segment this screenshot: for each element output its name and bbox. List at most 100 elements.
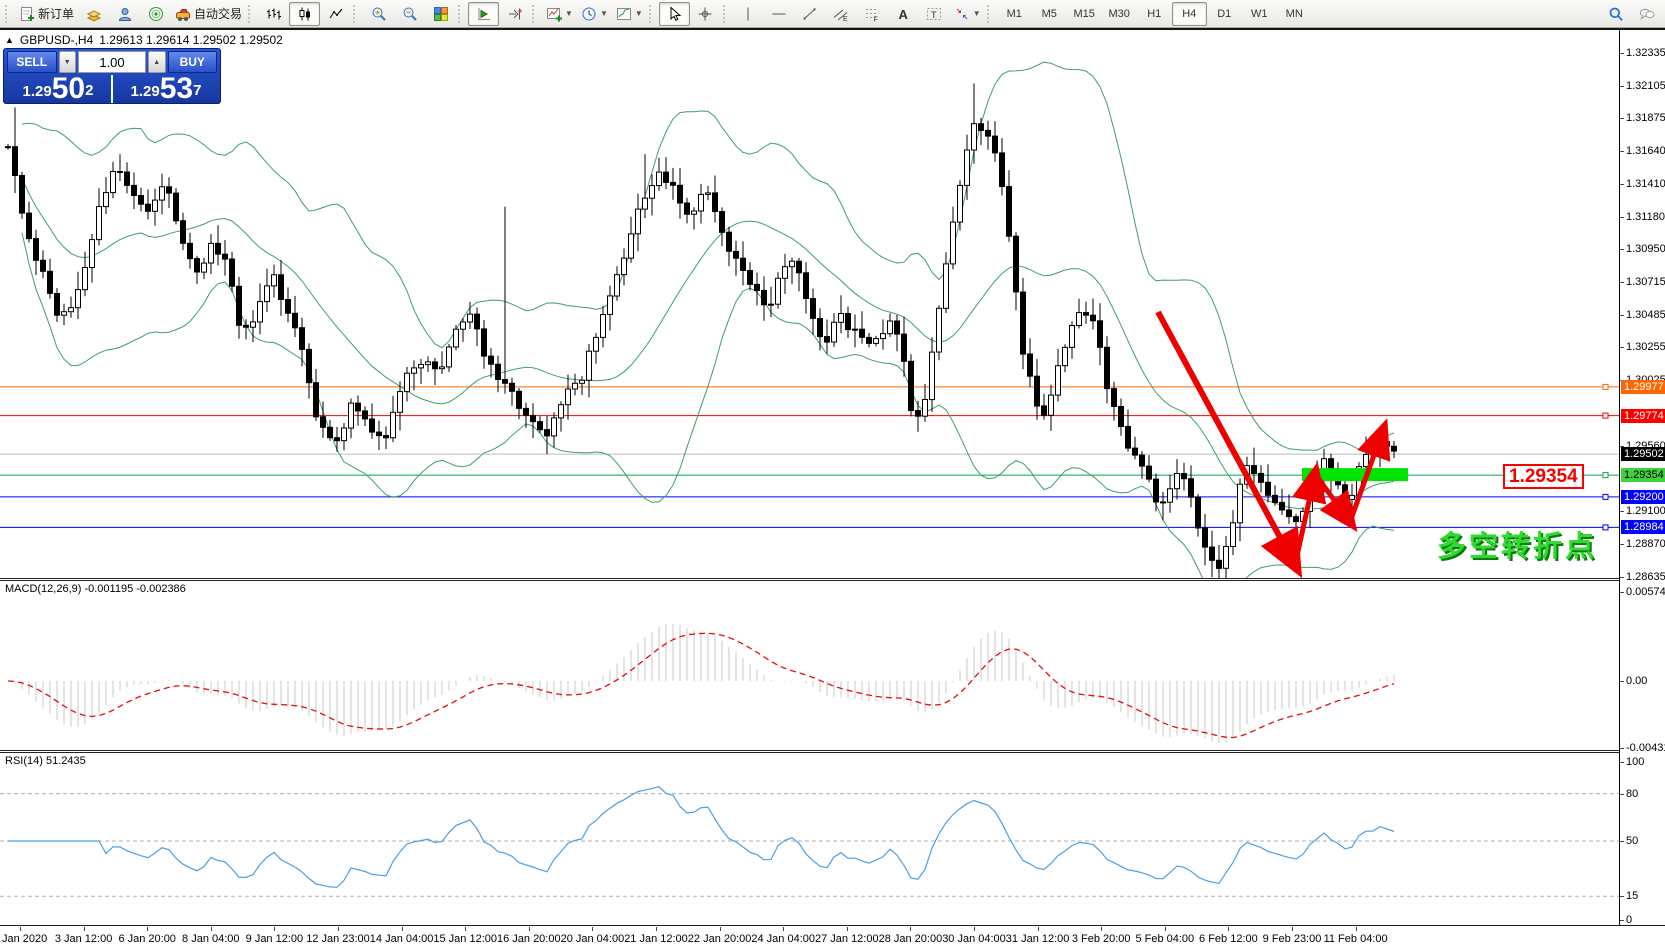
dropdown-caret-icon[interactable]: ▼: [565, 8, 573, 18]
channel-icon: E: [833, 9, 848, 22]
dropdown-caret-icon[interactable]: ▼: [634, 8, 643, 18]
time-axis-label: 9 Feb 23:00: [1262, 933, 1322, 945]
volume-input[interactable]: [78, 51, 146, 73]
price-axis-label: 1.31875: [1626, 112, 1665, 125]
sell-button[interactable]: SELL: [7, 51, 57, 73]
axis-tick: [1620, 748, 1624, 749]
sell-price[interactable]: 1.29 50 2: [7, 74, 109, 104]
price-axis-label: 1.32105: [1626, 79, 1665, 92]
time-axis-label: 3 Jan 12:00: [54, 933, 113, 945]
toolbar-navigator-button[interactable]: [109, 2, 140, 26]
toolbar-templates-button[interactable]: ▼: [612, 2, 647, 26]
toolbar-auto-scroll-button[interactable]: [499, 2, 530, 26]
toolbar-zoom-out-button[interactable]: [394, 2, 425, 26]
toolbar-channel-button[interactable]: E: [826, 2, 857, 26]
signals-icon: [148, 6, 163, 21]
axis-tick: [1620, 249, 1624, 250]
timeframe-m1-button[interactable]: M1: [1006, 7, 1022, 20]
timeframe-m30-button[interactable]: M30: [1108, 7, 1130, 20]
time-tick: [1228, 927, 1230, 931]
toolbar-autotrade-label: 自动交易: [194, 7, 243, 21]
time-axis-label: 31 Jan 12:00: [1005, 933, 1070, 945]
axis-tick: [1620, 794, 1624, 795]
pane-separator[interactable]: [0, 578, 1665, 581]
timeframe-d1-button[interactable]: D1: [1217, 7, 1232, 20]
toolbar-grip: [248, 4, 254, 23]
toolbar-new-order-button[interactable]: 新订单: [15, 2, 78, 26]
toolbar-line-chart-button[interactable]: [320, 2, 351, 26]
time-axis-label: 2 Jan 2020: [0, 933, 48, 945]
toolbar-candle-chart-button[interactable]: [289, 1, 321, 26]
community-icon: [1639, 8, 1654, 20]
timeframe-w1-button[interactable]: W1: [1250, 7, 1268, 20]
dropdown-caret-icon[interactable]: ▼: [599, 8, 608, 18]
time-axis-label: 28 Jan 20:00: [878, 933, 943, 945]
timeframe-mn-button[interactable]: MN: [1285, 7, 1303, 20]
trend-arrows[interactable]: [1155, 310, 1391, 578]
time-tick: [783, 927, 785, 931]
toolbar-bar-chart-button[interactable]: [258, 2, 289, 26]
volume-decrease-button[interactable]: ▼: [58, 51, 76, 73]
toolbar-crosshair-button[interactable]: [690, 2, 721, 26]
toolbar-text-button[interactable]: A: [888, 2, 919, 26]
price-level-callout[interactable]: 1.29354: [1503, 464, 1584, 489]
toolbar-periods-button[interactable]: ▼: [577, 2, 612, 26]
time-tick: [1037, 927, 1039, 931]
timeframe-m15-button[interactable]: M15: [1073, 7, 1095, 20]
collapse-panel-icon[interactable]: ▲: [5, 35, 14, 45]
toolbar-market-watch-button[interactable]: [78, 2, 109, 26]
toolbar-arrows-button[interactable]: ▼: [950, 2, 985, 26]
axis-tick: [1620, 577, 1624, 578]
toolbar-autotrade-button[interactable]: 自动交易: [171, 2, 246, 26]
timeframe-h4-button[interactable]: H4: [1171, 1, 1207, 26]
toolbar-vline-button[interactable]: [733, 2, 764, 26]
horizontal-lines-layer: [0, 383, 1619, 531]
toolbar-trendline-button[interactable]: [795, 2, 826, 26]
toolbar-indicators-button[interactable]: ▼: [542, 2, 577, 26]
volume-increase-button[interactable]: ▲: [148, 51, 166, 73]
market-watch-icon: [86, 9, 101, 22]
buy-button[interactable]: BUY: [167, 51, 217, 73]
time-axis-label: 3 Feb 20:00: [1071, 933, 1131, 945]
toolbar-label-button[interactable]: T: [919, 2, 950, 26]
timeframe-m5-button[interactable]: M5: [1041, 7, 1057, 20]
support-highlight-bar[interactable]: [1302, 468, 1408, 482]
axis-tick: [1620, 86, 1624, 87]
macd-pane[interactable]: [0, 581, 1619, 750]
candle-chart-icon: [299, 7, 310, 20]
toolbar-signals-button[interactable]: [140, 2, 171, 26]
toolbar-tile-windows-button[interactable]: [425, 2, 456, 26]
pane-separator[interactable]: [0, 750, 1665, 753]
toolbar-fibonacci-button[interactable]: F: [857, 2, 888, 26]
time-tick: [528, 927, 530, 931]
price-axis[interactable]: 1.32335 1.32105 1.31875 1.31640 1.31410 1.311…: [1619, 30, 1665, 926]
turning-point-annotation[interactable]: 多空转折点: [1437, 531, 1598, 563]
line-price-label: 1.29200: [1621, 489, 1665, 504]
time-axis-label: 9 Jan 12:00: [245, 933, 304, 945]
toolbar-zoom-in-button[interactable]: [363, 2, 394, 26]
price-axis-label: 1.30255: [1626, 341, 1665, 354]
time-axis-label: 14 Jan 04:00: [369, 933, 434, 945]
toolbar-cursor-button[interactable]: [658, 1, 690, 26]
line-price-label: 1.29354: [1621, 468, 1665, 483]
time-axis-label: 30 Jan 04:00: [942, 933, 1006, 945]
time-axis[interactable]: 2 Jan 2020 3 Jan 12:00 6 Jan 20:00 8 Jan 04…: [0, 927, 1665, 950]
timeframe-h1-button[interactable]: H1: [1147, 7, 1162, 20]
time-tick: [719, 927, 721, 931]
price-axis-label: 1.31180: [1626, 210, 1665, 223]
buy-price[interactable]: 1.29 53 7: [115, 74, 217, 104]
toolbar-search-button[interactable]: [1600, 2, 1631, 26]
toolbar-community-button[interactable]: [1631, 2, 1662, 26]
time-tick: [974, 927, 975, 931]
axis-tick: [1620, 184, 1624, 185]
time-tick: [846, 927, 848, 931]
toolbar-chart-shift-button[interactable]: [468, 1, 500, 26]
dropdown-caret-icon[interactable]: ▼: [972, 8, 981, 18]
rsi-line: [8, 786, 1395, 888]
price-axis-label: 1.28635: [1626, 570, 1665, 583]
price-chart[interactable]: [0, 30, 1619, 578]
svg-text:E: E: [843, 16, 848, 22]
rsi-pane[interactable]: [0, 753, 1619, 925]
ohlc-values: 1.29613 1.29614 1.29502 1.29502: [99, 33, 283, 47]
toolbar-hline-button[interactable]: [764, 2, 795, 26]
